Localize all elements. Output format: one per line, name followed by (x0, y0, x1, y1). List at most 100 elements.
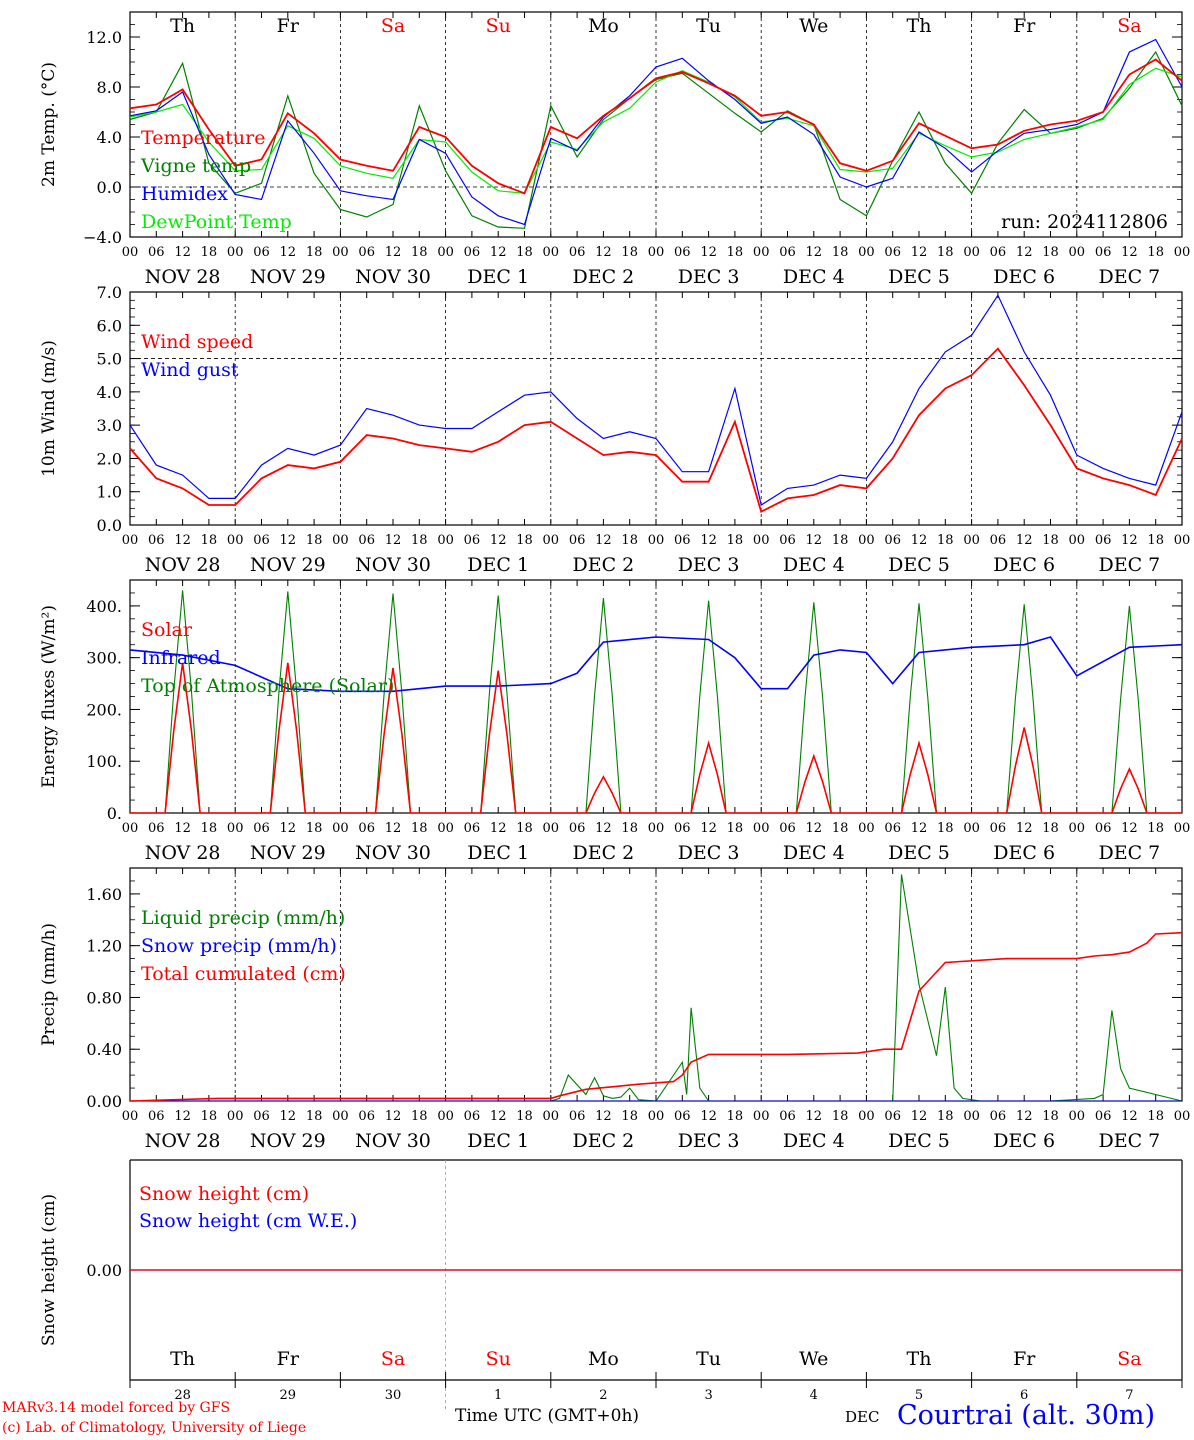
snow-legend-item: Snow height (cm) (139, 1183, 309, 1205)
energy-ytick-label: 100. (86, 752, 122, 771)
wind-hour-label: 12 (911, 533, 928, 548)
energy-hour-label: 12 (1016, 821, 1033, 836)
precip-hour-label: 00 (543, 1109, 560, 1124)
wind-hour-label: 18 (1147, 533, 1164, 548)
wind-ytick-label: 0.0 (97, 516, 122, 535)
temp-date-label: DEC 5 (888, 266, 950, 288)
snow-weekday-label: We (799, 1348, 828, 1370)
snow-day-number: 30 (385, 1388, 402, 1403)
wind-date-label: NOV 29 (250, 554, 326, 576)
temp-hour-label: 00 (437, 245, 454, 260)
energy-ytick-label: 0. (107, 804, 122, 823)
temp-hour-label: 18 (621, 245, 638, 260)
energy-hour-label: 06 (253, 821, 270, 836)
temp-hour-label: 06 (884, 245, 901, 260)
temp-weekday-label: Mo (588, 15, 619, 37)
temp-ylabel: 2m Temp. (°C) (39, 62, 59, 187)
wind-hour-label: 06 (253, 533, 270, 548)
precip-legend-item: Total cumulated (cm) (141, 963, 346, 985)
wind-hour-label: 00 (753, 533, 770, 548)
temp-hour-label: 06 (253, 245, 270, 260)
precip-hour-label: 06 (358, 1109, 375, 1124)
precip-hour-label: 00 (858, 1109, 875, 1124)
wind-ytick-label: 6.0 (97, 316, 122, 335)
temp-weekday-label: Tu (696, 15, 721, 37)
snow-day-number: 2 (599, 1388, 607, 1403)
temp-hour-label: 12 (806, 245, 823, 260)
wind-hour-label: 12 (700, 533, 717, 548)
energy-date-label: NOV 30 (355, 842, 431, 864)
energy-hour-label: 00 (543, 821, 560, 836)
wind-hour-label: 12 (1016, 533, 1033, 548)
wind-hour-label: 18 (832, 533, 849, 548)
temp-hour-label: 12 (595, 245, 612, 260)
wind-date-label: DEC 1 (467, 554, 529, 576)
temp-date-label: NOV 30 (355, 266, 431, 288)
temp-ytick-label: 12.0 (86, 28, 122, 47)
wind-hour-label: 12 (1121, 533, 1138, 548)
snow-weekday-label: Su (486, 1348, 511, 1370)
precip-hour-label: 12 (174, 1109, 191, 1124)
wind-hour-label: 12 (806, 533, 823, 548)
energy-hour-label: 06 (358, 821, 375, 836)
precip-hour-label: 12 (1016, 1109, 1033, 1124)
temp-series-vigne-temp (129, 50, 1183, 229)
energy-hour-label: 12 (490, 821, 507, 836)
energy-date-label: DEC 1 (467, 842, 529, 864)
wind-hour-label: 06 (779, 533, 796, 548)
precip-date-label: NOV 30 (355, 1130, 431, 1152)
temp-hour-label: 12 (911, 245, 928, 260)
snow-weekday-label: Th (170, 1348, 195, 1370)
energy-date-label: DEC 6 (993, 842, 1055, 864)
wind-hour-label: 18 (937, 533, 954, 548)
snow-day-number: 3 (704, 1388, 712, 1403)
wind-hour-label: 06 (674, 533, 691, 548)
precip-date-label: DEC 1 (467, 1130, 529, 1152)
energy-hour-label: 18 (937, 821, 954, 836)
temp-hour-label: 00 (1174, 245, 1191, 260)
temp-hour-label: 12 (385, 245, 402, 260)
energy-date-label: NOV 29 (250, 842, 326, 864)
temp-ytick-label: 8.0 (97, 78, 122, 97)
energy-hour-label: 18 (306, 821, 323, 836)
temp-hour-label: 12 (174, 245, 191, 260)
energy-legend-item: Top of Atmosphere (Solar) (141, 675, 394, 697)
temp-hour-label: 18 (306, 245, 323, 260)
temp-date-label: DEC 7 (1099, 266, 1161, 288)
precip-hour-label: 12 (280, 1109, 297, 1124)
precip-hour-label: 06 (148, 1109, 165, 1124)
temp-weekday-label: Fr (1013, 15, 1036, 37)
energy-date-label: DEC 3 (678, 842, 740, 864)
wind-date-label: DEC 3 (678, 554, 740, 576)
wind-ytick-label: 5.0 (97, 350, 122, 369)
precip-hour-label: 18 (832, 1109, 849, 1124)
wind-hour-label: 18 (727, 533, 744, 548)
energy-hour-label: 12 (700, 821, 717, 836)
temp-date-label: DEC 3 (678, 266, 740, 288)
precip-hour-label: 06 (674, 1109, 691, 1124)
temp-hour-label: 18 (1147, 245, 1164, 260)
snow-weekday-label: Fr (1013, 1348, 1036, 1370)
temp-hour-label: 00 (122, 245, 139, 260)
precip-hour-label: 12 (806, 1109, 823, 1124)
temp-series-humidex (129, 38, 1183, 226)
wind-hour-label: 18 (306, 533, 323, 548)
temp-hour-label: 00 (1069, 245, 1086, 260)
precip-hour-label: 00 (1174, 1109, 1191, 1124)
precip-hour-label: 00 (753, 1109, 770, 1124)
temp-weekday-label: Sa (1117, 15, 1141, 37)
temp-date-label: DEC 1 (467, 266, 529, 288)
precip-hour-label: 06 (1095, 1109, 1112, 1124)
wind-date-label: DEC 4 (783, 554, 845, 576)
temp-ytick-label: 0.0 (97, 178, 122, 197)
temp-date-label: NOV 28 (145, 266, 221, 288)
wind-hour-label: 00 (648, 533, 665, 548)
precip-hour-label: 18 (937, 1109, 954, 1124)
wind-hour-label: 00 (543, 533, 560, 548)
snow-weekday-label: Th (907, 1348, 932, 1370)
precip-hour-label: 06 (253, 1109, 270, 1124)
energy-hour-label: 00 (437, 821, 454, 836)
temp-hour-label: 18 (727, 245, 744, 260)
precip-hour-label: 18 (201, 1109, 218, 1124)
energy-legend-item: Solar (141, 619, 193, 641)
